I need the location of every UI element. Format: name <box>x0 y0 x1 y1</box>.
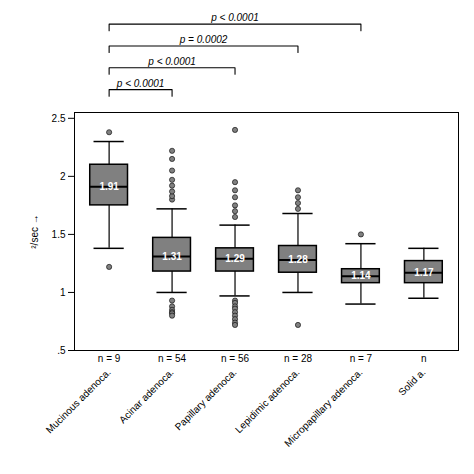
svg-text:1.28: 1.28 <box>288 254 308 265</box>
svg-text:1.29: 1.29 <box>225 253 245 264</box>
svg-text:Solid a.: Solid a. <box>396 366 427 397</box>
svg-text:Mucinous adenoca.: Mucinous adenoca. <box>44 366 113 435</box>
svg-text:Micropapillary adenoca.: Micropapillary adenoca. <box>282 366 364 448</box>
svg-text:n = 7: n = 7 <box>350 353 373 364</box>
svg-text:²/sec →: ²/sec → <box>29 214 40 248</box>
svg-text:1.14: 1.14 <box>351 270 371 281</box>
svg-text:2.5: 2.5 <box>52 113 66 124</box>
svg-text:Acinar adenoca.: Acinar adenoca. <box>117 366 176 425</box>
svg-text:n = 56: n = 56 <box>221 353 250 364</box>
svg-text:n: n <box>421 353 427 364</box>
svg-text:1.17: 1.17 <box>414 267 434 278</box>
svg-text:2: 2 <box>60 171 66 182</box>
svg-text:1.5: 1.5 <box>52 229 66 240</box>
svg-text:.5: .5 <box>57 345 66 356</box>
svg-text:n = 28: n = 28 <box>284 353 313 364</box>
svg-text:p < 0.0001: p < 0.0001 <box>147 56 196 67</box>
svg-text:n = 54: n = 54 <box>158 353 187 364</box>
svg-text:Papillary adenoca.: Papillary adenoca. <box>173 366 239 432</box>
svg-text:1: 1 <box>60 287 66 298</box>
svg-text:p < 0.0001: p < 0.0001 <box>116 78 165 89</box>
svg-text:n = 9: n = 9 <box>98 353 121 364</box>
svg-text:p < 0.0001: p < 0.0001 <box>210 12 259 23</box>
svg-text:p = 0.0002: p = 0.0002 <box>179 34 228 45</box>
svg-text:Lepidimic adenoca.: Lepidimic adenoca. <box>233 366 302 435</box>
svg-text:1.31: 1.31 <box>162 251 182 262</box>
svg-text:1.91: 1.91 <box>99 181 119 192</box>
